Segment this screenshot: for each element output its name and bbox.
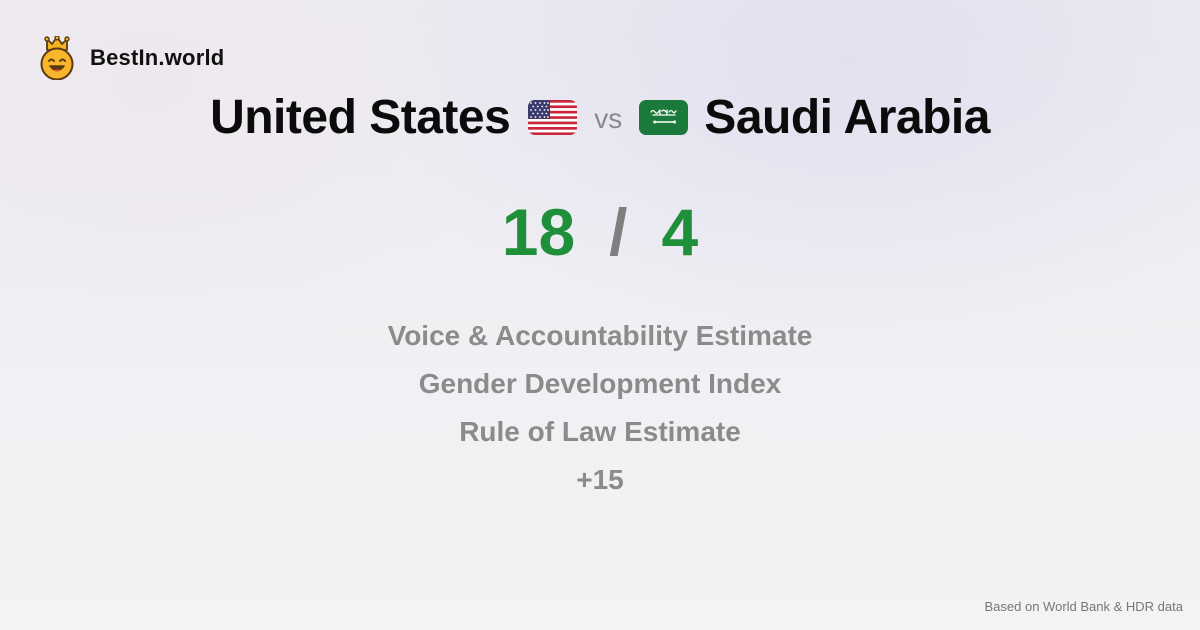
- us-flag-icon: [528, 99, 578, 135]
- comparison-title: United States vs Saudi Arabia: [0, 82, 1200, 152]
- more-metrics-count: +15: [576, 464, 624, 495]
- country-b-name: Saudi Arabia: [704, 90, 990, 144]
- score-separator: /: [609, 195, 628, 269]
- score-display: 18 / 4: [0, 192, 1200, 272]
- metric-item: Voice & Accountability Estimate: [387, 320, 813, 351]
- score-country-a: 18: [501, 195, 576, 269]
- score-country-b: 4: [661, 195, 699, 269]
- vs-label: vs: [594, 103, 623, 134]
- country-a-name: United States: [210, 90, 511, 144]
- data-source-note: Based on World Bank & HDR data: [984, 599, 1183, 614]
- brand-name: BestIn.world: [90, 45, 225, 70]
- crowned-smiley-icon: [40, 36, 74, 80]
- brand-logo[interactable]: BestIn.world: [38, 36, 224, 80]
- saudi-flag-icon: [639, 99, 689, 135]
- metric-item: Gender Development Index: [418, 368, 782, 399]
- metric-item: Rule of Law Estimate: [459, 416, 741, 447]
- metric-list: Voice & Accountability Estimate Gender D…: [0, 312, 1200, 504]
